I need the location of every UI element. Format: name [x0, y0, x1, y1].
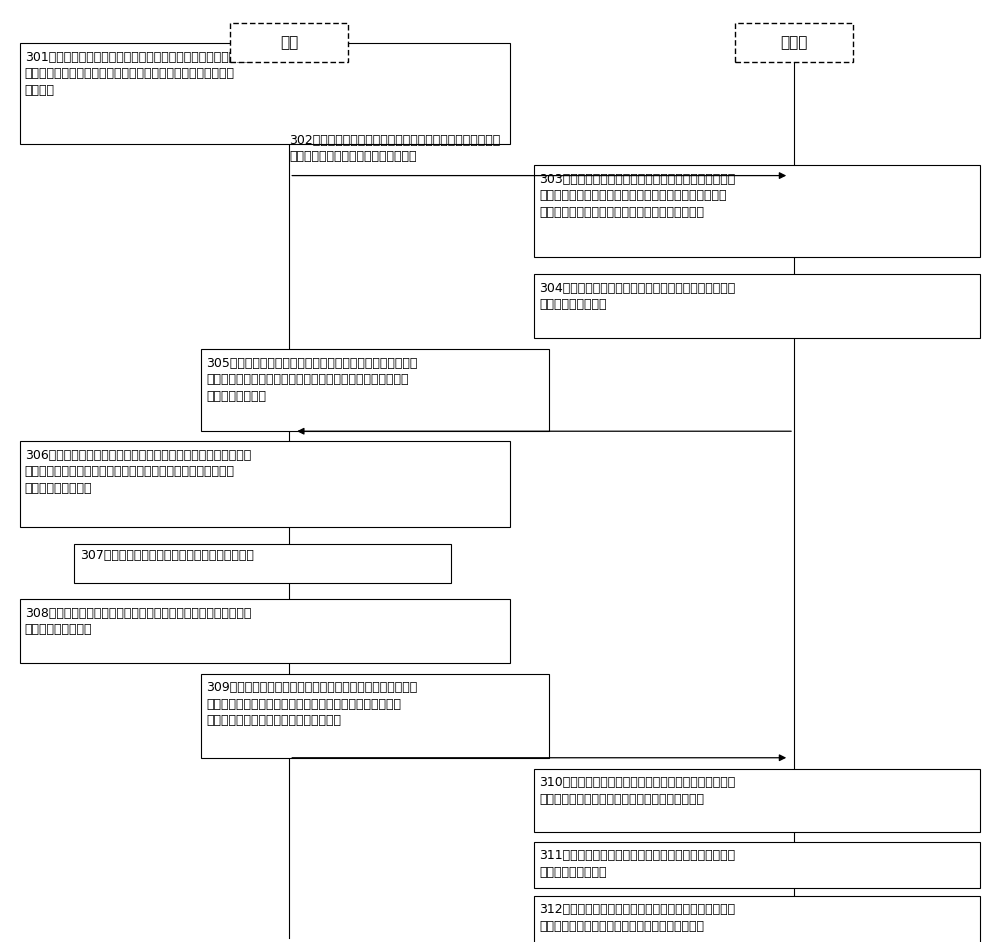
Text: 312，当服务器中存在与用户账号和设备标识相对应的兑
换记录时，服务器对用户账号和设备标识进行绑定: 312，当服务器中存在与用户账号和设备标识相对应的兑 换记录时，服务器对用户账号…: [539, 903, 735, 933]
FancyBboxPatch shape: [74, 545, 451, 584]
FancyBboxPatch shape: [201, 674, 549, 758]
Text: 303，服务器接收终端发送的入网询问请求，入网询问请
求包括终端对应的用户账号和请求接入无线网络的电子设
备的设备标识，无线网络是终端当前所接入的网络: 303，服务器接收终端发送的入网询问请求，入网询问请 求包括终端对应的用户账号和…: [539, 173, 735, 219]
FancyBboxPatch shape: [534, 769, 980, 832]
Text: 302，终端根据入网请求生成并向服务器发送入网询问请求，
入网询问请求包括用户账号和设备标识: 302，终端根据入网请求生成并向服务器发送入网询问请求， 入网询问请求包括用户账…: [289, 134, 501, 164]
FancyBboxPatch shape: [20, 442, 510, 527]
Text: 308，终端生成携带有待绑定的电子设备的设备标识和终端对应的
用户账号的绑定请求: 308，终端生成携带有待绑定的电子设备的设备标识和终端对应的 用户账号的绑定请求: [25, 606, 251, 636]
FancyBboxPatch shape: [735, 23, 853, 62]
Text: 311，服务器检测服务器中是否存在与用户账号和设备标
识相对应的兑换记录: 311，服务器检测服务器中是否存在与用户账号和设备标 识相对应的兑换记录: [539, 849, 735, 879]
FancyBboxPatch shape: [20, 599, 510, 663]
FancyBboxPatch shape: [230, 23, 348, 62]
Text: 310，服务器接收终端发送的绑定请求，绑定请求包括待
绑定的电子设备的设备标识和终端对应的用户账号: 310，服务器接收终端发送的绑定请求，绑定请求包括待 绑定的电子设备的设备标识和…: [539, 777, 735, 806]
Text: 301，终端接收待绑定的电子设备广播的入网请求，入网请求用于
请求接入终端当前所接入的无线网络，入网请求包括电子设备的
设备标识: 301，终端接收待绑定的电子设备广播的入网请求，入网请求用于 请求接入终端当前所…: [25, 50, 251, 96]
Text: 304，服务器检测服务器中是否存在与用户账号和设备标
识相对应的兑换记录: 304，服务器检测服务器中是否存在与用户账号和设备标 识相对应的兑换记录: [539, 282, 735, 311]
Text: 终端: 终端: [280, 34, 298, 50]
Text: 服务器: 服务器: [780, 34, 808, 50]
FancyBboxPatch shape: [534, 896, 980, 947]
FancyBboxPatch shape: [20, 43, 510, 144]
FancyBboxPatch shape: [534, 166, 980, 257]
Text: 306，终端接收服务器发送的指示信息，指示信息是服务器在根据
入网询问请求，确定服务器中存在与用户账号和设备标识相对应
的兑换记录时发送的: 306，终端接收服务器发送的指示信息，指示信息是服务器在根据 入网询问请求，确定…: [25, 449, 251, 495]
Text: 305，当服务器中存在与用户账号和设备标识相对应的兑换记
录时，服务器向终端发送指示信息，指示信息用于指示将电子
设备接入无线网络: 305，当服务器中存在与用户账号和设备标识相对应的兑换记 录时，服务器向终端发送…: [206, 357, 417, 403]
FancyBboxPatch shape: [534, 842, 980, 888]
FancyBboxPatch shape: [534, 274, 980, 338]
Text: 307，终端根据指示信息将电子设备接入无线网络: 307，终端根据指示信息将电子设备接入无线网络: [81, 548, 254, 562]
FancyBboxPatch shape: [201, 349, 549, 431]
Text: 309，终端将绑定请求发送给服务器，绑定请求用于指示服务
器在确定服务器中存在与用户账号和设备标识相对应的兑换
记录时，对用户账号和设备标识进行绑定: 309，终端将绑定请求发送给服务器，绑定请求用于指示服务 器在确定服务器中存在与…: [206, 682, 417, 727]
